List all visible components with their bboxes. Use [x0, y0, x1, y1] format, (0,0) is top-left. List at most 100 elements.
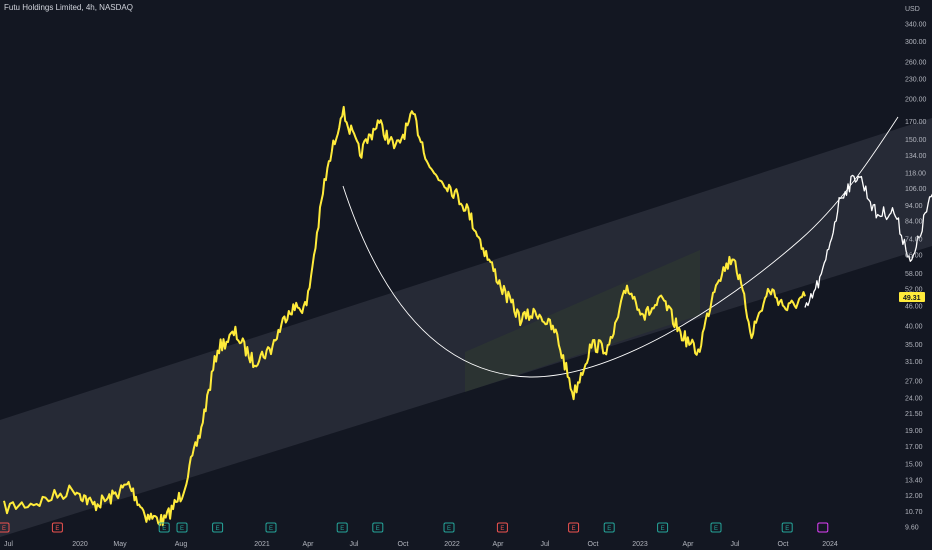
y-tick-label: 260.00 — [905, 59, 927, 66]
earnings-marker-letter: E — [785, 526, 789, 532]
earnings-marker-box — [817, 522, 829, 533]
earnings-marker-letter: E — [269, 526, 273, 532]
x-tick-label: 2021 — [254, 541, 270, 548]
earnings-marker[interactable]: E — [0, 522, 10, 533]
x-tick-label: Apr — [683, 541, 695, 548]
x-tick-label: 2020 — [72, 541, 88, 548]
chart-title: Futu Holdings Limited, 4h, NASDAQ — [4, 3, 133, 12]
earnings-marker[interactable]: E — [158, 522, 170, 533]
earnings-marker-box — [176, 522, 188, 533]
earnings-marker-box — [212, 522, 224, 533]
earnings-marker-box — [710, 522, 722, 533]
earnings-marker-box — [372, 522, 384, 533]
earnings-marker-box — [158, 522, 170, 533]
earnings-marker[interactable]: E — [176, 522, 188, 533]
y-tick-label: 170.00 — [905, 119, 927, 126]
earnings-marker-letter: E — [572, 526, 576, 532]
x-tick-label: 2023 — [632, 541, 648, 548]
earnings-marker-letter: E — [714, 526, 718, 532]
y-axis[interactable]: USD 340.00 300.00 260.00 230.00 200.00 170.00… — [905, 6, 927, 532]
earnings-marker-box — [443, 522, 455, 533]
y-tick-label: 300.00 — [905, 39, 927, 46]
y-tick-label: 10.70 — [905, 509, 923, 516]
series-line — [804, 174, 932, 308]
y-tick-label: 118.00 — [905, 171, 926, 178]
earnings-marker[interactable]: E — [710, 522, 722, 533]
earnings-marker[interactable]: E — [212, 522, 224, 533]
earnings-marker-box — [568, 522, 580, 533]
x-tick-label: Apr — [493, 541, 505, 548]
y-tick-label: 94.00 — [905, 203, 923, 210]
y-tick-label: 200.00 — [905, 96, 927, 103]
earnings-marker[interactable]: E — [568, 522, 580, 533]
x-tick-label: 2024 — [822, 541, 838, 548]
x-tick-label: Jul — [541, 541, 550, 548]
earnings-marker-letter: E — [447, 526, 451, 532]
earnings-marker[interactable]: E — [781, 522, 793, 533]
x-tick-label: 2022 — [444, 541, 460, 548]
earnings-marker[interactable]: E — [51, 522, 63, 533]
earnings-marker-box — [0, 522, 10, 533]
y-tick-label: 15.00 — [905, 462, 923, 469]
y-tick-label: 230.00 — [905, 77, 927, 84]
earnings-marker-letter: E — [162, 526, 166, 532]
cup-curve — [342, 116, 899, 378]
earnings-marker-letter: E — [2, 526, 6, 532]
y-tick-label: 17.00 — [905, 444, 923, 451]
earnings-marker[interactable]: E — [603, 522, 615, 533]
series-layer — [3, 105, 932, 527]
earnings-marker-letter: E — [500, 526, 504, 532]
earnings-marker[interactable]: E — [443, 522, 455, 533]
earnings-marker[interactable]: E — [372, 522, 384, 533]
y-tick-label: 340.00 — [905, 22, 927, 29]
last-price-box — [899, 292, 925, 302]
earnings-marker-box — [657, 522, 669, 533]
earnings-marker-letter: E — [180, 526, 184, 532]
x-tick-label: Jul — [731, 541, 740, 548]
y-tick-label: 9.60 — [905, 525, 919, 532]
y-tick-label: 24.00 — [905, 395, 923, 402]
y-tick-label: 13.40 — [905, 477, 923, 484]
earnings-marker-letter: E — [607, 526, 611, 532]
series-line — [3, 105, 806, 527]
earnings-marker[interactable]: E — [265, 522, 277, 533]
earnings-marker-box — [51, 522, 63, 533]
y-tick-label: 106.00 — [905, 186, 927, 193]
x-tick-label: Jul — [350, 541, 359, 548]
x-tick-label: Oct — [398, 541, 409, 548]
y-tick-label: 58.00 — [905, 271, 923, 278]
earnings-marker[interactable]: E — [657, 522, 669, 533]
earnings-marker[interactable] — [817, 522, 829, 533]
earnings-marker-letter: E — [376, 526, 380, 532]
y-axis-unit: USD — [905, 6, 920, 13]
earnings-marker-letter: E — [55, 526, 59, 532]
x-tick-label: Aug — [175, 541, 188, 548]
y-tick-label: 66.00 — [905, 253, 923, 260]
last-price-label: 49.31 — [899, 292, 925, 302]
x-tick-label: Oct — [778, 541, 789, 548]
x-tick-label: Oct — [588, 541, 599, 548]
y-tick-label: 31.00 — [905, 359, 923, 366]
earnings-marker[interactable]: E — [496, 522, 508, 533]
y-tick-label: 27.00 — [905, 379, 923, 386]
earnings-marker[interactable]: E — [336, 522, 348, 533]
earnings-marker-letter: E — [661, 526, 665, 532]
y-tick-label: 21.50 — [905, 411, 923, 418]
earnings-marker-box — [265, 522, 277, 533]
y-tick-label: 84.00 — [905, 219, 923, 226]
earnings-marker-letter: E — [216, 526, 220, 532]
earnings-marker-letter: E — [340, 526, 344, 532]
y-tick-label: 150.00 — [905, 137, 927, 144]
x-tick-label: May — [113, 541, 127, 548]
y-tick-label: 40.00 — [905, 323, 923, 330]
rising-channel-band — [0, 118, 932, 537]
x-tick-label: Apr — [303, 541, 315, 548]
earnings-marker-box — [781, 522, 793, 533]
y-tick-label: 19.00 — [905, 428, 923, 435]
y-tick-label: 74.00 — [905, 237, 923, 244]
x-axis[interactable]: Jul 2020 May Aug 2021 Apr Jul Oct 2022 Apr Jul Oct 2… — [4, 541, 838, 548]
x-tick-label: Jul — [4, 541, 13, 548]
y-tick-label: 52.00 — [905, 286, 923, 293]
